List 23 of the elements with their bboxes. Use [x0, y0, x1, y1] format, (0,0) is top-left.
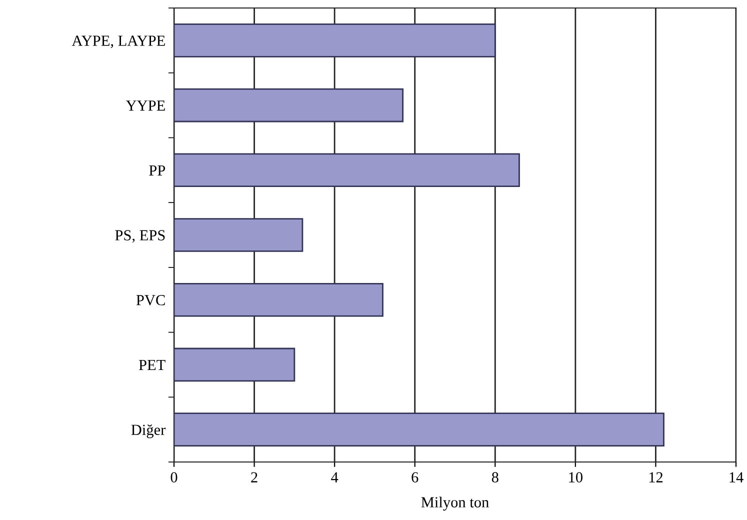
- x-tick-label: 0: [170, 472, 178, 482]
- bar: [174, 348, 296, 382]
- y-tick-label: PP: [149, 165, 166, 176]
- x-tick-label: 4: [331, 472, 338, 482]
- bar: [174, 218, 304, 252]
- bar: [174, 153, 520, 188]
- y-tick-label: AYPE, LAYPE: [72, 36, 165, 48]
- x-tick-label: 10: [569, 472, 582, 482]
- y-tick-label: PET: [138, 360, 166, 370]
- y-tick-label: PS, EPS: [115, 230, 165, 243]
- y-tick-label: PVC: [136, 295, 165, 306]
- bar: [174, 412, 664, 446]
- x-tick-label: 8: [492, 472, 498, 482]
- bar: [174, 24, 496, 58]
- y-tick-label: Diğer: [131, 424, 166, 438]
- x-tick-label: 2: [251, 472, 258, 482]
- x-tick-label: 6: [412, 472, 418, 482]
- x-tick-label: 14: [730, 472, 744, 482]
- x-tick-label: 12: [649, 472, 663, 482]
- bar: [174, 282, 384, 317]
- bar: [174, 88, 404, 122]
- x-axis-title: Milyon ton: [421, 496, 489, 511]
- y-tick-label: YYPE: [126, 100, 165, 111]
